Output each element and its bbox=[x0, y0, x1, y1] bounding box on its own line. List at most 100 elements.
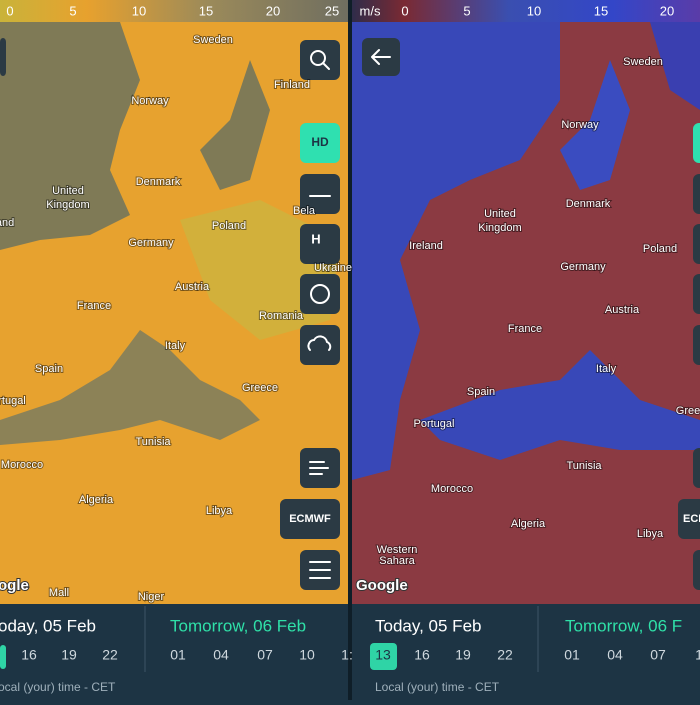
sea bbox=[200, 60, 270, 190]
icon bbox=[322, 62, 330, 70]
scale-label: 25 bbox=[325, 3, 339, 18]
attribution: ogle bbox=[0, 577, 29, 594]
sea bbox=[650, 22, 700, 110]
button[interactable] bbox=[693, 224, 700, 264]
hour: 22 bbox=[102, 647, 118, 663]
map-label: Niger bbox=[138, 591, 165, 603]
map-label: rtugal bbox=[0, 395, 26, 407]
hour: 16 bbox=[21, 647, 37, 663]
icon bbox=[309, 461, 329, 475]
map-label: Denmark bbox=[136, 176, 181, 188]
button[interactable] bbox=[693, 550, 700, 590]
map-label: United bbox=[484, 208, 516, 220]
scale-label: 20 bbox=[660, 3, 674, 18]
icon bbox=[309, 561, 331, 579]
button[interactable] bbox=[0, 38, 6, 76]
icon: H bbox=[311, 231, 320, 246]
map-label: France bbox=[77, 300, 111, 312]
button[interactable] bbox=[693, 448, 700, 488]
panel-divider bbox=[348, 0, 352, 700]
map-label: Portugal bbox=[414, 418, 455, 430]
hd-button[interactable] bbox=[693, 123, 700, 163]
color-scale bbox=[352, 0, 700, 22]
model-button[interactable] bbox=[678, 499, 700, 539]
hour: 04 bbox=[213, 647, 229, 663]
scale-label: 0 bbox=[6, 3, 13, 18]
map-label: Morocco bbox=[431, 483, 473, 495]
scale-label: 20 bbox=[266, 3, 280, 18]
map-label: Bela bbox=[293, 205, 316, 217]
map-label: Finland bbox=[274, 79, 310, 91]
hour: 19 bbox=[61, 647, 77, 663]
map-label: Germany bbox=[128, 237, 174, 249]
map-label: Norway bbox=[131, 95, 169, 107]
map-label: Italy bbox=[596, 363, 617, 375]
map-label: Germany bbox=[560, 261, 606, 273]
map-label: Sweden bbox=[193, 34, 233, 46]
map-label: Western bbox=[377, 544, 418, 556]
scale-label: 15 bbox=[199, 3, 213, 18]
map-label: Spain bbox=[467, 386, 495, 398]
hd-button[interactable] bbox=[300, 123, 340, 163]
icon bbox=[310, 50, 326, 66]
button[interactable] bbox=[693, 174, 700, 214]
button[interactable] bbox=[693, 274, 700, 314]
cloud-button[interactable] bbox=[300, 325, 340, 365]
hour: 13 bbox=[375, 647, 391, 663]
scale-label: 5 bbox=[69, 3, 76, 18]
map-label: Ireland bbox=[409, 240, 443, 252]
map-label: Ukraine bbox=[314, 262, 352, 274]
hour: 1: bbox=[341, 647, 353, 663]
icon bbox=[371, 49, 391, 65]
icon bbox=[307, 335, 332, 351]
tomorrow-label: Tomorrow, 06 Feb bbox=[170, 616, 306, 635]
icon bbox=[310, 284, 330, 304]
color-scale bbox=[0, 0, 348, 22]
scale-unit: m/s bbox=[360, 3, 381, 18]
sea bbox=[420, 350, 700, 460]
search-button[interactable] bbox=[300, 40, 340, 80]
button-label: ECMWF bbox=[289, 513, 331, 525]
button[interactable] bbox=[693, 325, 700, 365]
map-label: Kingdom bbox=[478, 222, 521, 234]
map-label: Poland bbox=[643, 243, 677, 255]
hour: 16 bbox=[414, 647, 430, 663]
map-label: Tunisia bbox=[566, 460, 602, 472]
scale-label: 10 bbox=[132, 3, 146, 18]
model-button[interactable] bbox=[280, 499, 340, 539]
timeline-bar bbox=[352, 604, 700, 700]
map-label: Austria bbox=[175, 281, 210, 293]
layer-button[interactable] bbox=[300, 174, 340, 214]
map-label: Sweden bbox=[623, 56, 663, 68]
map-label: Algeria bbox=[511, 518, 546, 530]
hour: 01 bbox=[564, 647, 580, 663]
map-label: Sahara bbox=[379, 555, 415, 567]
button-label: ECI bbox=[683, 513, 700, 525]
pressure-button[interactable] bbox=[300, 224, 340, 264]
map-label: Morocco bbox=[1, 459, 43, 471]
right-panel bbox=[352, 0, 700, 700]
scale-label: 10 bbox=[527, 3, 541, 18]
map-label: Denmark bbox=[566, 198, 611, 210]
map-label: Algeria bbox=[79, 494, 114, 506]
map-label: Austria bbox=[605, 304, 640, 316]
left-panel: H bbox=[0, 0, 348, 700]
scale-label: 5 bbox=[463, 3, 470, 18]
selected-hour bbox=[0, 645, 6, 669]
map-label: Tunisia bbox=[135, 436, 171, 448]
hour: 19 bbox=[455, 647, 471, 663]
map-label: United bbox=[52, 185, 84, 197]
hour: 1 bbox=[695, 647, 700, 663]
hour: 10 bbox=[299, 647, 315, 663]
map-label: Libya bbox=[206, 505, 233, 517]
hour: 22 bbox=[497, 647, 513, 663]
today-label: oday, 05 Feb bbox=[0, 616, 96, 635]
map-label: Norway bbox=[561, 119, 599, 131]
map-label: Kingdom bbox=[46, 199, 89, 211]
timezone-note: ocal (your) time - CET bbox=[0, 680, 116, 694]
tomorrow-label: Tomorrow, 06 F bbox=[565, 616, 682, 635]
locate-button[interactable] bbox=[300, 274, 340, 314]
selected-hour bbox=[370, 643, 397, 670]
map-label: Spain bbox=[35, 363, 63, 375]
